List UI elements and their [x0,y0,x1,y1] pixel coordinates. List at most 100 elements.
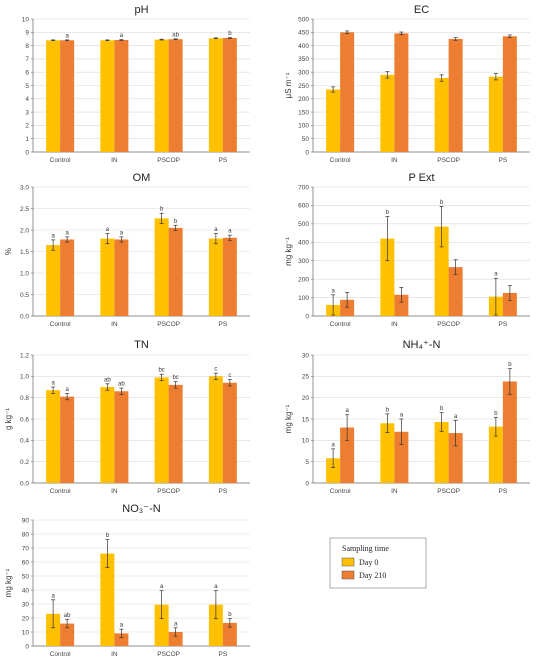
bar-day210 [394,431,409,483]
significance-letter: b [386,210,390,216]
x-tick-label: IN [111,488,118,495]
significance-letter: a [228,229,232,235]
y-tick-label: 30 [302,352,310,359]
x-tick-label: PSCOP [157,488,180,495]
y-tick-label: 150 [298,109,309,116]
y-tick-label: 10 [302,438,310,445]
y-tick-label: 0 [25,643,29,650]
y-tick-label: 0.0 [20,313,29,320]
y-tick-label: 7 [25,56,29,63]
y-tick-label: 700 [298,184,309,191]
chart-title: TN [134,339,149,351]
y-tick-label: 10 [22,629,30,636]
y-tick-label: 50 [22,573,30,580]
y-tick-label: 9 [25,30,29,37]
y-tick-label: 2.0 [20,227,29,234]
y-tick-label: 60 [22,559,30,566]
chart-title: NO₃⁻-N [122,503,160,515]
significance-letter: b [440,200,444,206]
bar-day210 [60,396,75,483]
y-tick-label: 10 [22,16,30,23]
bar-day0 [488,76,503,152]
y-tick-label: 600 [298,203,309,210]
significance-letter: b [386,407,390,413]
charts-layer: pH012345678910ControlaINaPSCOPabPSbEC050… [4,4,530,658]
x-tick-label: PSCOP [157,651,180,658]
significance-letter: b [174,219,178,225]
y-tick-label: 90 [22,517,30,524]
x-tick-label: IN [391,321,398,328]
y-tick-label: 250 [298,83,309,90]
significance-letter: a [120,230,124,236]
bar-day0 [380,74,395,152]
significance-letter: a [494,272,498,278]
y-tick-label: 0 [25,149,29,156]
significance-letter: a [106,227,110,233]
significance-letter: a [331,288,335,294]
legend-swatch-day0 [341,557,355,567]
bar-day0 [434,226,449,316]
y-tick-label: 100 [298,123,309,130]
significance-letter: a [214,227,218,233]
significance-letter: b [494,411,498,417]
bar-day0 [154,218,169,316]
bar-day210 [168,227,183,316]
significance-letter: b [106,533,110,539]
y-tick-label: 4 [25,96,29,103]
y-tick-label: 30 [22,601,30,608]
x-tick-label: PS [499,157,508,164]
y-tick-label: 500 [298,16,309,23]
y-tick-label: 8 [25,43,29,50]
bar-day0 [326,458,341,483]
bar-day210 [448,267,463,316]
y-tick-label: 2 [25,123,29,130]
bar-day0 [434,78,449,152]
y-axis-label: µS m⁻¹ [284,72,293,98]
x-tick-label: Control [50,488,72,495]
bar-day0 [434,421,449,483]
y-tick-label: 1.5 [20,249,29,256]
y-tick-label: 5 [25,83,29,90]
bar-day210 [114,633,129,646]
y-tick-label: 400 [298,43,309,50]
bar-day210 [448,433,463,483]
bar-day0 [100,553,115,646]
bar-day0 [100,387,115,483]
x-tick-label: IN [111,157,118,164]
chart-title: pH [134,4,148,16]
bar-day210 [60,239,75,316]
bar-day210 [394,33,409,152]
significance-letter: b [440,406,444,412]
y-tick-label: 200 [298,96,309,103]
x-tick-label: PS [499,488,508,495]
y-tick-label: 450 [298,30,309,37]
bar-day210 [340,32,355,152]
significance-letter: a [400,413,404,419]
x-tick-label: PS [219,157,228,164]
x-tick-label: PS [219,321,228,328]
bar-day0 [326,89,341,152]
bar-day0 [100,238,115,316]
bar-day0 [208,604,223,646]
y-tick-label: 40 [22,587,30,594]
x-tick-label: PSCOP [157,157,180,164]
bar-day0 [208,38,223,152]
bar-day210 [168,632,183,646]
legend: Sampling time Day 0 Day 210 [329,537,427,589]
bar-day0 [380,238,395,316]
chart-title: OM [133,172,151,184]
bar-day210 [448,38,463,153]
bar-day0 [154,377,169,483]
bar-day0 [100,40,115,152]
y-tick-label: 100 [298,295,309,302]
y-tick-label: 2.5 [20,206,29,213]
chart-6: NH₄⁺-N 0 5 10 15 20 25 30 mg kg⁻¹ Control a a IN b a PS… [284,339,530,495]
bar-day0 [46,245,61,316]
y-axis-label: mg kg⁻¹ [284,237,293,266]
y-tick-label: 0.8 [20,395,29,402]
significance-letter: a [331,442,335,448]
y-tick-label: 1 [25,136,29,143]
significance-letter: a [65,230,69,236]
x-tick-label: Control [330,321,352,328]
